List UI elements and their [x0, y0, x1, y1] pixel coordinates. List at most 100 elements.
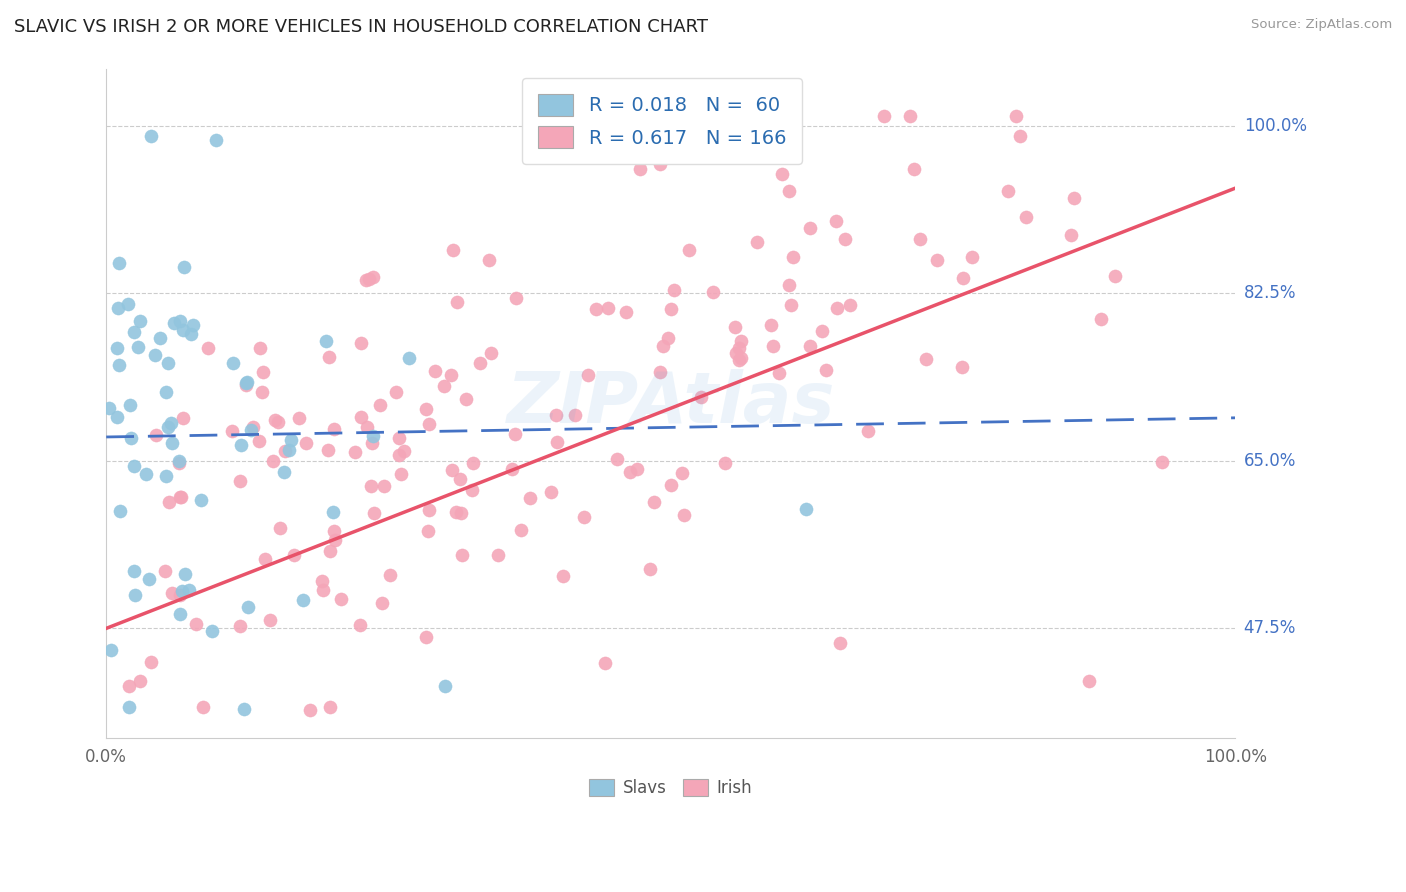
Point: [461, 483, 484, 498]
Point: [478, 252, 501, 267]
Text: ZIPAtlas: ZIPAtlas: [506, 369, 835, 438]
Point: [903, 162, 925, 177]
Point: [770, 167, 793, 181]
Point: [242, 420, 264, 434]
Point: [657, 331, 679, 345]
Point: [157, 495, 180, 509]
Point: [118, 679, 141, 693]
Point: [283, 548, 305, 562]
Point: [440, 368, 463, 382]
Point: [122, 459, 145, 474]
Point: [388, 432, 411, 446]
Point: [322, 506, 344, 520]
Point: [235, 376, 257, 390]
Point: [910, 232, 932, 246]
Point: [1104, 268, 1126, 283]
Point: [450, 549, 472, 563]
Point: [1152, 454, 1174, 468]
Point: [323, 533, 346, 548]
Point: [724, 319, 747, 334]
Point: [259, 613, 281, 627]
Point: [839, 298, 862, 312]
Point: [273, 465, 295, 479]
Point: [380, 567, 402, 582]
Point: [156, 420, 179, 434]
Point: [311, 574, 333, 588]
Point: [778, 184, 800, 198]
Point: [141, 128, 163, 143]
Point: [322, 524, 344, 539]
Point: [108, 359, 131, 373]
Point: [267, 415, 290, 429]
Point: [169, 491, 191, 505]
Point: [315, 334, 337, 348]
Text: 65.0%: 65.0%: [1244, 452, 1296, 470]
Point: [229, 437, 252, 451]
Point: [236, 375, 259, 389]
Point: [572, 510, 595, 524]
Point: [728, 342, 751, 356]
Point: [180, 326, 202, 341]
Point: [479, 346, 502, 360]
Point: [322, 421, 344, 435]
Point: [486, 548, 509, 562]
Point: [643, 494, 665, 508]
Point: [449, 472, 471, 486]
Point: [100, 643, 122, 657]
Point: [799, 339, 821, 353]
Text: 100.0%: 100.0%: [1244, 117, 1306, 135]
Point: [1090, 312, 1112, 326]
Point: [519, 491, 541, 505]
Point: [415, 401, 437, 416]
Point: [120, 431, 142, 445]
Point: [160, 436, 183, 450]
Point: [1010, 128, 1032, 143]
Point: [389, 467, 412, 481]
Point: [368, 398, 391, 412]
Point: [626, 461, 648, 475]
Point: [456, 392, 478, 407]
Point: [361, 435, 384, 450]
Point: [373, 479, 395, 493]
Point: [343, 445, 366, 459]
Point: [233, 702, 256, 716]
Point: [153, 565, 176, 579]
Point: [350, 336, 373, 351]
Point: [546, 408, 568, 422]
Point: [222, 356, 245, 370]
Point: [997, 184, 1019, 198]
Point: [385, 385, 408, 400]
Point: [172, 410, 194, 425]
Point: [446, 294, 468, 309]
Point: [1059, 227, 1081, 242]
Point: [730, 351, 752, 365]
Point: [240, 423, 263, 437]
Point: [174, 567, 197, 582]
Point: [264, 413, 287, 427]
Point: [873, 109, 896, 123]
Point: [122, 564, 145, 578]
Point: [295, 436, 318, 450]
Point: [117, 297, 139, 311]
Point: [169, 490, 191, 504]
Point: [509, 524, 531, 538]
Point: [1015, 210, 1038, 224]
Point: [671, 466, 693, 480]
Point: [468, 356, 491, 370]
Point: [201, 624, 224, 638]
Point: [673, 508, 696, 523]
Point: [120, 398, 142, 412]
Point: [425, 364, 447, 378]
Point: [648, 365, 671, 379]
Point: [129, 314, 152, 328]
Point: [461, 456, 484, 470]
Point: [952, 271, 974, 285]
Point: [815, 363, 838, 377]
Point: [141, 655, 163, 669]
Point: [129, 673, 152, 688]
Point: [678, 243, 700, 257]
Point: [1004, 109, 1026, 123]
Point: [280, 433, 302, 447]
Point: [105, 342, 128, 356]
Point: [254, 552, 277, 566]
